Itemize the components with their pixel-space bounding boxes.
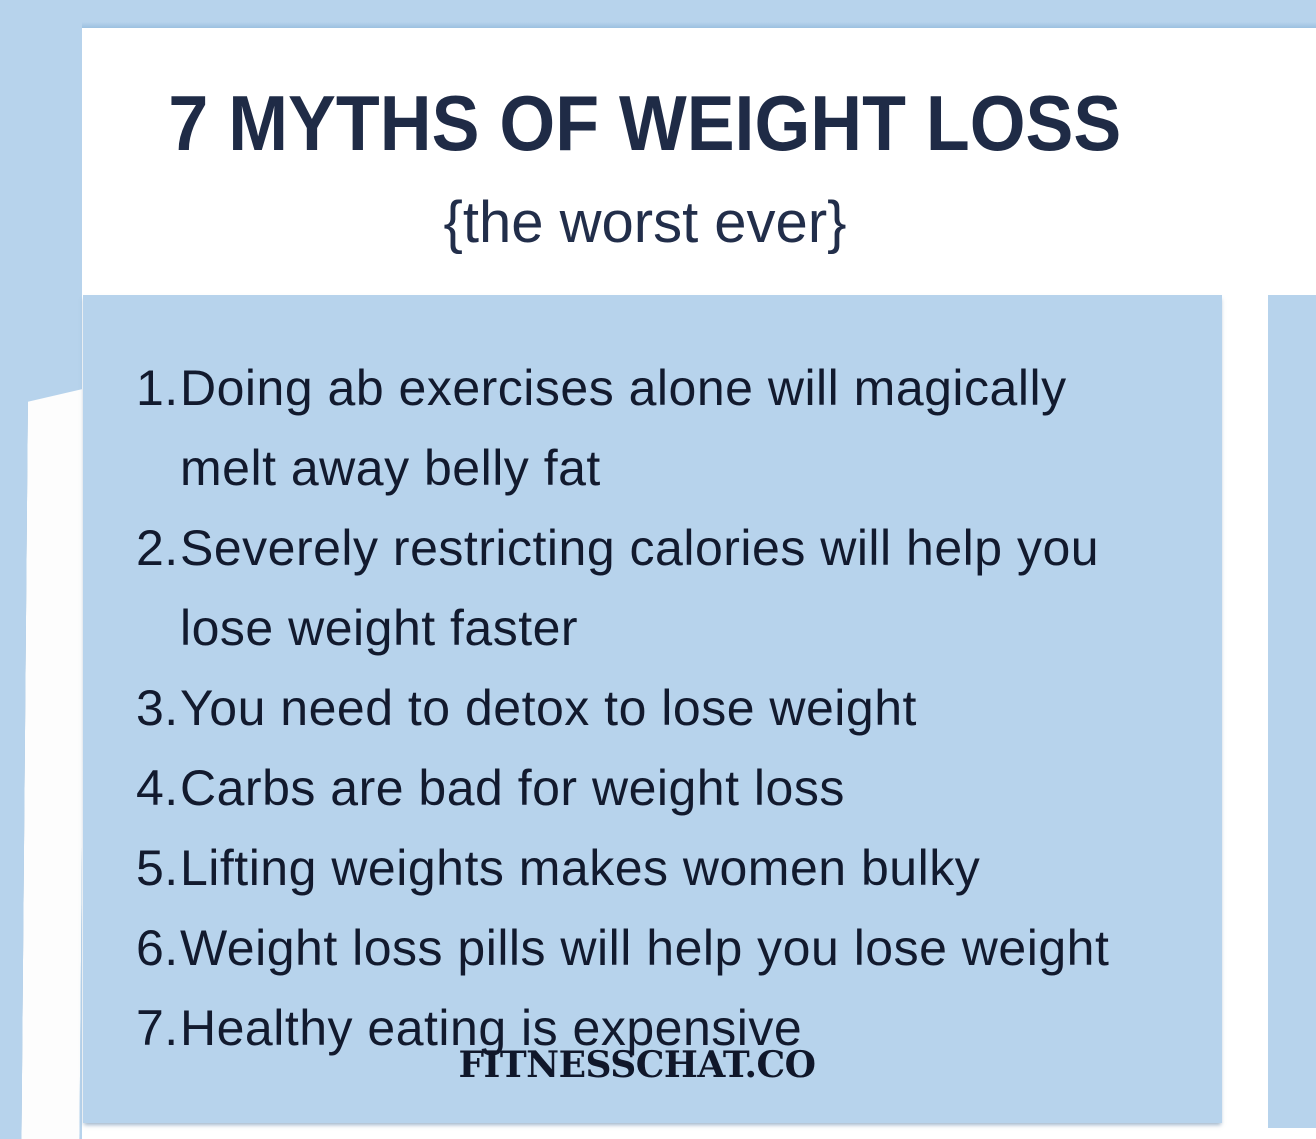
myth-item-4: 4.Carbs are bad for weight loss xyxy=(136,748,1192,828)
myth-line: 5.Lifting weights makes women bulky xyxy=(136,828,1192,908)
content-sheet: 1.Doing ab exercises alone will magicall… xyxy=(83,295,1222,1123)
watermark-site-url: FITNESSCHAT.CO xyxy=(458,1044,816,1086)
myth-line: 4.Carbs are bad for weight loss xyxy=(136,748,1192,828)
page-title-text: 7 MYTHS OF WEIGHT LOSS xyxy=(168,79,1122,167)
myth-item-3: 3.You need to detox to lose weight xyxy=(136,668,1192,748)
myth-line: 6.Weight loss pills will help you lose w… xyxy=(136,908,1192,988)
myth-line: 1.Doing ab exercises alone will magicall… xyxy=(136,348,1192,428)
myth-number: 5. xyxy=(136,840,179,896)
myth-number: 6. xyxy=(136,920,179,976)
myth-line: 2.Severely restricting calories will hel… xyxy=(136,508,1192,588)
myth-line: melt away belly fat xyxy=(180,440,601,496)
myth-item-1: 1.Doing ab exercises alone will magicall… xyxy=(136,348,1192,508)
top-edge-shadow xyxy=(82,22,1316,28)
myth-text: Lifting weights makes women bulky xyxy=(180,840,981,896)
myth-text: Doing ab exercises alone will magically xyxy=(180,360,1067,416)
myth-line: 3.You need to detox to lose weight xyxy=(136,668,1192,748)
torn-paper-strip-left xyxy=(21,388,86,1139)
myth-number: 3. xyxy=(136,680,179,736)
myth-item-6: 6.Weight loss pills will help you lose w… xyxy=(136,908,1192,988)
myth-text: Severely restricting calories will help … xyxy=(180,520,1100,576)
page-subtitle: {the worst ever} xyxy=(443,190,847,255)
myth-item-2: 2.Severely restricting calories will hel… xyxy=(136,508,1192,668)
myth-text: Healthy eating is expensive xyxy=(180,1000,803,1056)
white-header-sheet xyxy=(82,28,1316,295)
page-title: 7 MYTHS OF WEIGHT LOSS xyxy=(0,84,1290,162)
myths-list: 1.Doing ab exercises alone will magicall… xyxy=(83,295,1222,1068)
myth-number: 1. xyxy=(136,360,179,416)
myth-item-7: 7.Healthy eating is expensive xyxy=(136,988,1192,1068)
myth-text: Carbs are bad for weight loss xyxy=(180,760,845,816)
myth-line: 7.Healthy eating is expensive xyxy=(136,988,1192,1068)
myth-number: 2. xyxy=(136,520,179,576)
myth-line: lose weight faster xyxy=(180,600,579,656)
header: 7 MYTHS OF WEIGHT LOSS {the worst ever} xyxy=(0,28,1290,295)
myth-text: You need to detox to lose weight xyxy=(180,680,917,736)
myth-text: Weight loss pills will help you lose wei… xyxy=(180,920,1110,976)
myth-item-5: 5.Lifting weights makes women bulky xyxy=(136,828,1192,908)
myth-number: 7. xyxy=(136,1000,179,1056)
bottom-right-white-notch xyxy=(1268,1128,1316,1139)
myth-number: 4. xyxy=(136,760,179,816)
